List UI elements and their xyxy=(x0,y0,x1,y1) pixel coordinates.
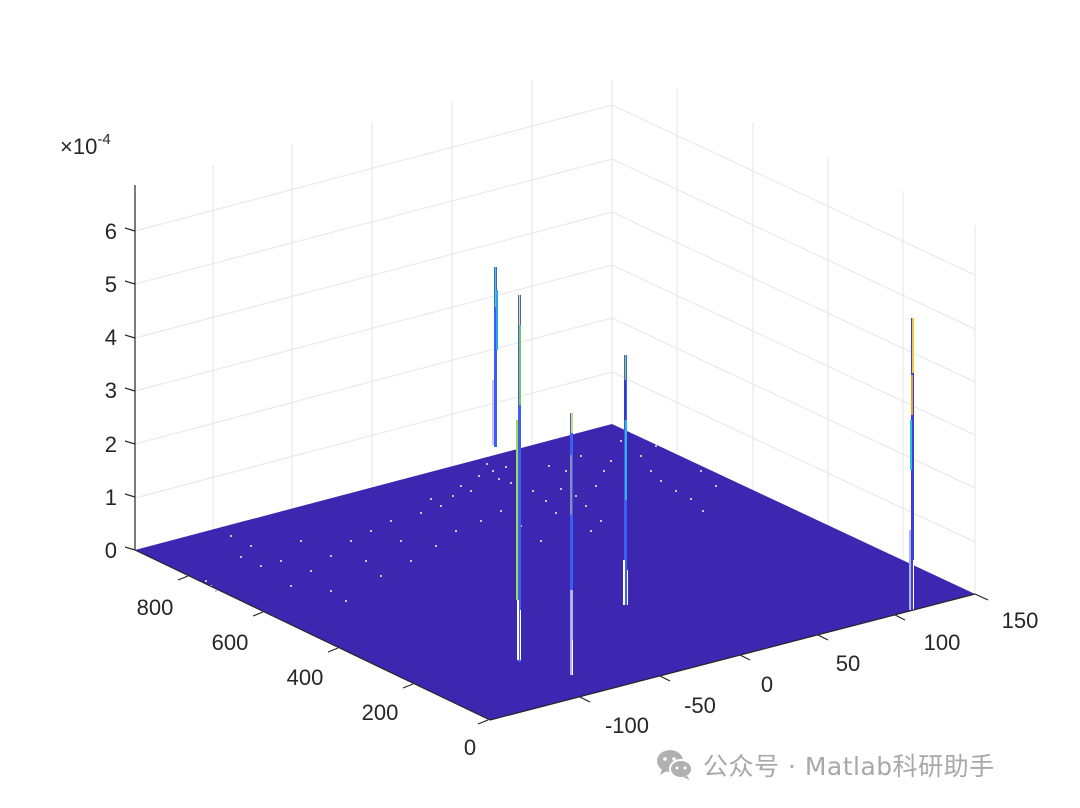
peak-4 xyxy=(623,355,628,605)
z-exponent-base: ×10 xyxy=(60,134,97,159)
z-tick-4: 4 xyxy=(105,325,117,350)
y-axis: 0 200 400 600 800 xyxy=(134,549,491,760)
y-tick-0: 0 xyxy=(464,735,476,760)
x-tick-0: 0 xyxy=(761,672,773,697)
x-axis: -100 -50 0 50 100 150 xyxy=(489,593,1039,738)
z-tick-6: 6 xyxy=(105,219,117,244)
x-tick-150: 150 xyxy=(1002,608,1039,633)
peak-5 xyxy=(909,318,914,610)
y-tick-400: 400 xyxy=(287,665,324,690)
wechat-icon xyxy=(657,750,693,780)
z-tick-5: 5 xyxy=(105,272,117,297)
z-axis: 0 1 2 3 4 5 6 ×10-4 xyxy=(60,131,136,563)
x-tick-neg50: -50 xyxy=(684,693,716,718)
peak-2 xyxy=(516,295,521,662)
z-tick-1: 1 xyxy=(105,485,117,510)
watermark-text: 公众号 · Matlab科研助手 xyxy=(703,752,995,781)
y-tick-600: 600 xyxy=(212,630,249,655)
x-tick-neg100: -100 xyxy=(605,713,649,738)
x-tick-100: 100 xyxy=(924,630,961,655)
z-tick-0: 0 xyxy=(105,538,117,563)
z-exponent-power: -4 xyxy=(97,131,110,148)
back-grid xyxy=(134,80,976,594)
peak-1 xyxy=(492,267,498,447)
surface-base-plane xyxy=(135,424,975,720)
x-tick-50: 50 xyxy=(836,651,860,676)
watermark: 公众号 · Matlab科研助手 xyxy=(655,748,995,782)
y-tick-200: 200 xyxy=(362,700,399,725)
z-tick-2: 2 xyxy=(105,432,117,457)
z-tick-3: 3 xyxy=(105,378,117,403)
peak-3 xyxy=(570,413,573,675)
y-tick-800: 800 xyxy=(137,595,174,620)
z-exponent-label: ×10-4 xyxy=(60,131,111,159)
